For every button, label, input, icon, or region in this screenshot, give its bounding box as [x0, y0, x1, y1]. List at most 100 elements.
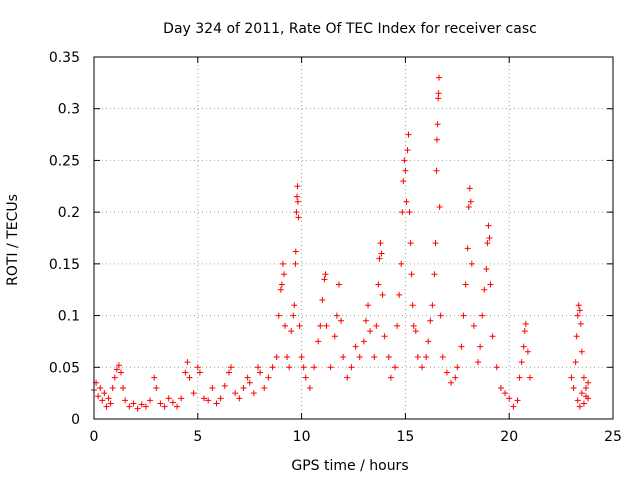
data-point	[278, 281, 285, 288]
data-point	[414, 353, 421, 360]
data-point	[487, 281, 494, 288]
data-point	[293, 209, 300, 216]
data-point	[335, 281, 342, 288]
data-point	[434, 121, 441, 128]
chart-title: Day 324 of 2011, Rate Of TEC Index for r…	[163, 21, 537, 37]
data-point	[470, 322, 477, 329]
data-point	[462, 281, 469, 288]
data-point	[225, 369, 232, 376]
data-point	[574, 312, 581, 319]
data-point	[236, 395, 243, 402]
data-point	[319, 297, 326, 304]
data-point	[521, 328, 528, 335]
data-point	[481, 286, 488, 293]
data-point	[169, 399, 176, 406]
data-point	[502, 390, 509, 397]
data-point	[311, 364, 318, 371]
data-point	[360, 338, 367, 345]
data-point	[454, 364, 461, 371]
data-point	[574, 397, 581, 404]
data-point	[134, 405, 141, 412]
data-point	[99, 397, 106, 404]
data-point	[583, 393, 590, 400]
data-point	[281, 322, 288, 329]
data-point	[257, 369, 264, 376]
data-point	[244, 374, 251, 381]
data-point	[439, 353, 446, 360]
data-point	[443, 369, 450, 376]
data-point	[585, 379, 592, 386]
data-point	[232, 390, 239, 397]
data-point	[95, 393, 102, 400]
data-point	[291, 302, 298, 309]
data-point	[378, 250, 385, 257]
data-point	[516, 374, 523, 381]
data-point	[514, 397, 521, 404]
data-point	[493, 364, 500, 371]
data-point	[120, 384, 127, 391]
data-point	[394, 322, 401, 329]
y-tick-label: 0.05	[49, 360, 80, 376]
data-point	[294, 193, 301, 200]
data-point	[401, 157, 408, 164]
data-point	[275, 312, 282, 319]
data-point	[288, 328, 295, 335]
data-point	[425, 338, 432, 345]
data-point	[464, 245, 471, 252]
data-point	[475, 359, 482, 366]
data-point	[322, 271, 329, 278]
data-point	[113, 366, 120, 373]
data-point	[153, 384, 160, 391]
data-point	[292, 260, 299, 267]
data-point	[381, 333, 388, 340]
data-point	[130, 400, 137, 407]
data-point	[306, 384, 313, 391]
data-point	[323, 322, 330, 329]
data-point	[377, 240, 384, 247]
data-point	[399, 209, 406, 216]
data-point	[186, 374, 193, 381]
data-point	[300, 364, 307, 371]
x-tick-label: 20	[500, 429, 518, 445]
data-point	[483, 266, 490, 273]
data-point	[107, 400, 114, 407]
data-point	[317, 322, 324, 329]
data-point	[520, 343, 527, 350]
data-point	[392, 364, 399, 371]
data-point	[583, 384, 590, 391]
data-point	[292, 248, 299, 255]
data-point	[122, 397, 129, 404]
data-point	[348, 364, 355, 371]
data-point	[201, 395, 208, 402]
data-point	[321, 276, 328, 283]
data-point	[412, 328, 419, 335]
data-point	[221, 382, 228, 389]
axis-ticks	[93, 56, 614, 420]
y-tick-label: 0	[71, 412, 80, 428]
data-point	[296, 322, 303, 329]
data-point	[479, 312, 486, 319]
data-point	[398, 260, 405, 267]
data-point	[327, 364, 334, 371]
data-point	[101, 390, 108, 397]
plot-frame	[93, 56, 614, 420]
data-point	[575, 302, 582, 309]
data-point	[433, 136, 440, 143]
data-point	[404, 147, 411, 154]
x-tick-label: 0	[90, 429, 99, 445]
data-point	[427, 317, 434, 324]
data-point	[295, 214, 302, 221]
data-point	[182, 369, 189, 376]
data-point	[524, 348, 531, 355]
data-point	[465, 203, 472, 210]
data-point	[365, 302, 372, 309]
y-axis-label: ROTI / TECUs	[5, 194, 21, 286]
data-point	[432, 240, 439, 247]
data-point	[115, 362, 122, 369]
data-point	[408, 271, 415, 278]
data-point	[435, 90, 442, 97]
data-point	[405, 131, 412, 138]
data-point	[147, 397, 154, 404]
data-point	[111, 374, 118, 381]
